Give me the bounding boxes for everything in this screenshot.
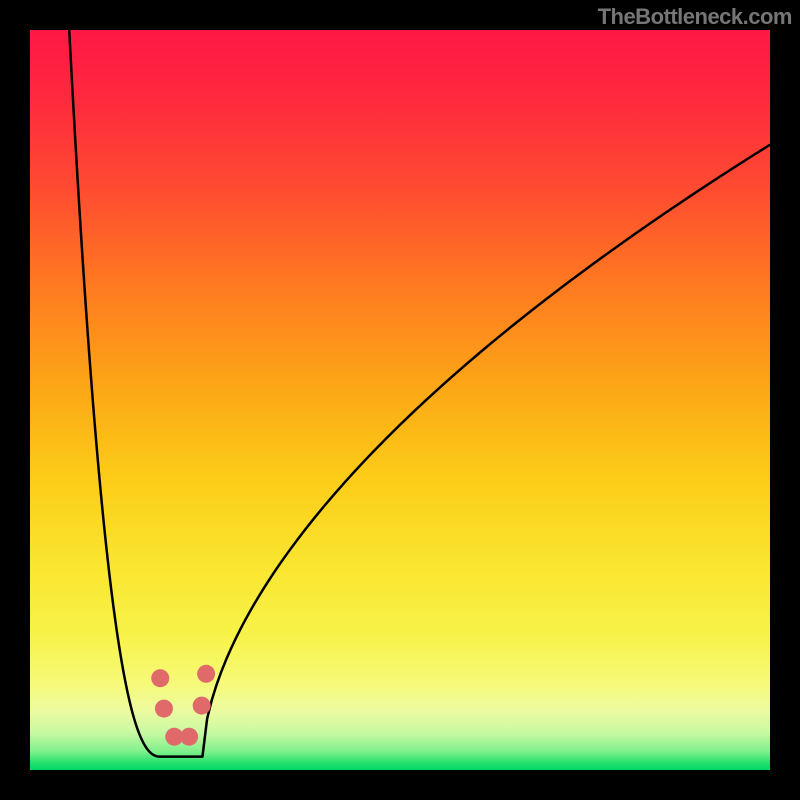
curve-marker bbox=[180, 728, 198, 746]
curve-marker bbox=[155, 700, 173, 718]
bottleneck-chart bbox=[0, 0, 800, 800]
curve-marker bbox=[151, 669, 169, 687]
watermark-text: TheBottleneck.com bbox=[598, 4, 792, 30]
chart-background-gradient bbox=[30, 30, 770, 770]
curve-marker bbox=[193, 697, 211, 715]
curve-marker bbox=[197, 665, 215, 683]
